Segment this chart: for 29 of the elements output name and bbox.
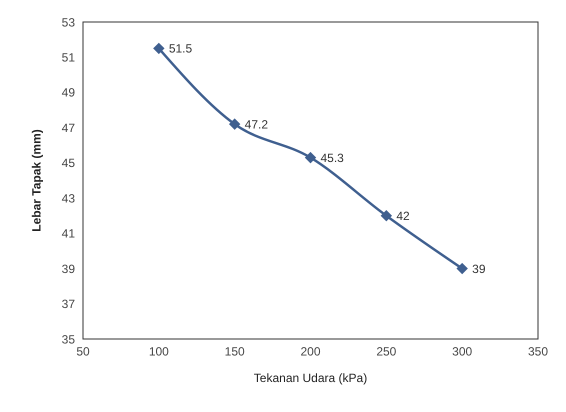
x-tick-label: 300 [452,344,472,359]
point [456,263,468,274]
x-tick-label: 250 [376,344,397,359]
y-tick-label: 45 [62,156,76,170]
y-tick-label: 49 [62,86,76,100]
y-tick-label: 53 [62,15,76,30]
data-label: 47.2 [244,117,268,132]
y-tick-label: 37 [62,297,76,312]
data-label: 51.5 [168,42,193,56]
x-tick-label: 50 [76,344,90,359]
y-tick-label: 43 [62,191,76,206]
point [305,152,316,164]
x-axis-title: Tekanan Udara (kPa) [254,371,368,385]
x-tick-label: 200 [300,344,321,359]
point [153,42,164,54]
x-tick-label: 350 [528,344,548,359]
data-label: 39 [472,262,486,276]
y-tick-label: 41 [62,226,76,241]
y-tick-label: 47 [62,120,76,135]
y-axis-title: Lebar Tapak (mm) [29,129,44,232]
y-tick-label: 35 [62,332,76,346]
data-label: 42 [396,208,410,223]
x-tick-label: 100 [148,344,170,359]
y-tick-label: 39 [62,262,76,276]
point [229,118,240,130]
y-tick-label: 51 [62,50,76,64]
data-label: 45.3 [320,150,344,165]
point [380,210,392,222]
x-tick-label: 150 [224,344,245,359]
